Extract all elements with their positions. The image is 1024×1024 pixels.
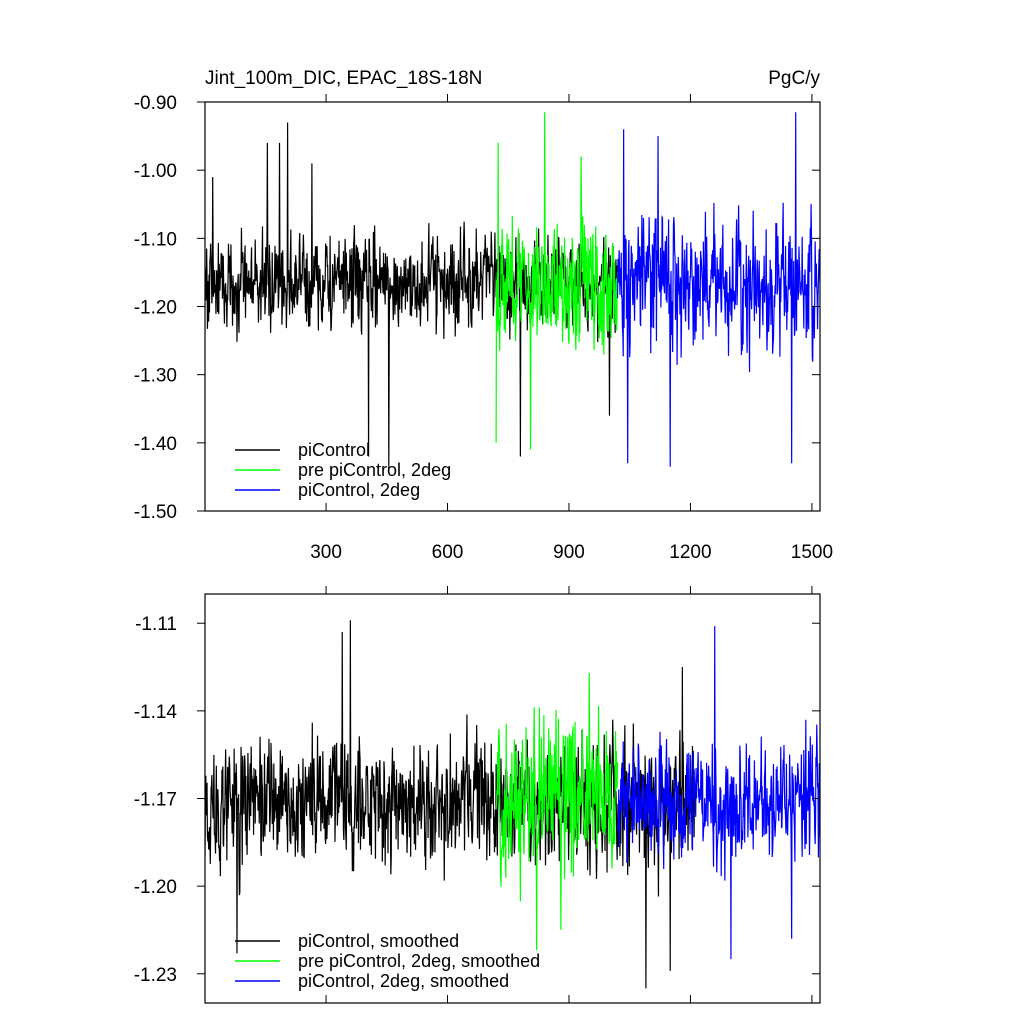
y-tick-label: -1.20	[134, 298, 177, 319]
y-tick-label: -1.17	[134, 790, 177, 811]
y-tick-label: -1.11	[135, 614, 177, 635]
legend-label: pre piControl, 2deg	[298, 460, 451, 480]
x-tick-label: 300	[310, 542, 342, 563]
legend-label: pre piControl, 2deg, smoothed	[298, 951, 540, 971]
legend-label: piControl, 2deg, smoothed	[298, 971, 509, 991]
y-tick-label: -0.90	[134, 93, 177, 114]
x-tick-label: 600	[432, 542, 464, 563]
series-line	[495, 672, 619, 951]
y-tick-label: -1.20	[134, 877, 177, 898]
top-panel: Jint_100m_DIC, EPAC_18S-18N PgC/y -1.50-…	[134, 68, 833, 563]
top-title-left: Jint_100m_DIC, EPAC_18S-18N	[205, 68, 482, 89]
series-line	[617, 626, 820, 960]
top-series-group	[205, 112, 820, 471]
y-tick-label: -1.00	[134, 161, 177, 182]
series-line	[616, 112, 820, 467]
bottom-axes: -1.23 -1.20 -1.17 -1.14 -1.11	[134, 586, 820, 1003]
series-line	[205, 620, 696, 989]
y-tick-label: -1.10	[134, 229, 177, 250]
bottom-panel: -1.23 -1.20 -1.17 -1.14 -1.11 piControl, smo…	[134, 586, 821, 1004]
x-tick-label: 1500	[791, 542, 833, 563]
x-tick-label: 1200	[669, 542, 711, 563]
top-axes: -1.50 -1.40 -1.30 -1.20 -1.10 -1.00 -0.90 300 60…	[134, 93, 833, 563]
y-tick-label: -1.40	[134, 434, 177, 455]
series-line	[495, 112, 619, 450]
legend-label: piControl	[298, 440, 370, 460]
legend-label: piControl, smoothed	[298, 931, 459, 951]
top-title-right: PgC/y	[768, 68, 820, 89]
bottom-series-group	[205, 620, 820, 989]
y-tick-label: -1.14	[134, 702, 178, 723]
y-tick-label: -1.50	[134, 502, 177, 523]
legend-label: piControl, 2deg	[298, 480, 420, 500]
y-tick-label: -1.23	[134, 965, 177, 986]
y-tick-label: -1.30	[134, 366, 177, 387]
x-tick-label: 900	[553, 542, 585, 563]
